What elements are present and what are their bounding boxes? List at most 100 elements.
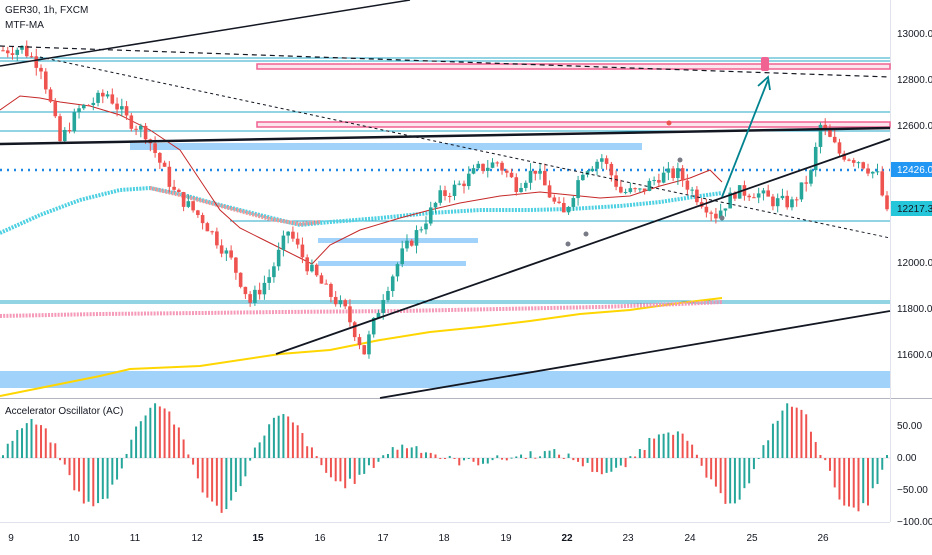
osc-bar	[21, 428, 24, 458]
price-tick-label: 12000.00	[897, 258, 932, 269]
candle-body	[295, 238, 300, 245]
candle-body	[29, 56, 34, 58]
candle-body	[20, 45, 24, 50]
osc-bar	[372, 458, 375, 468]
candle-body	[91, 102, 96, 106]
candle-body	[761, 190, 766, 194]
trendline-top	[0, 0, 411, 67]
osc-bar	[163, 408, 166, 458]
osc-bar	[11, 440, 14, 458]
candle-body	[428, 207, 433, 224]
candle-body	[728, 192, 732, 209]
osc-bar	[681, 433, 684, 458]
osc-bar	[116, 458, 119, 480]
osc-bar	[258, 442, 261, 458]
candle-body	[576, 180, 580, 199]
candle-body	[804, 182, 809, 184]
candle-body	[424, 223, 428, 230]
candle-body	[870, 171, 875, 174]
osc-bar	[68, 458, 71, 476]
osc-bar	[672, 434, 675, 458]
candle-body	[115, 103, 119, 110]
candle-body	[386, 291, 390, 300]
candle-body	[181, 192, 186, 207]
osc-bar	[391, 447, 394, 458]
candle-body	[77, 108, 81, 113]
osc-bar	[291, 422, 294, 458]
candle-body	[661, 172, 666, 183]
time-tick-label: 18	[438, 533, 450, 544]
candle-body	[124, 106, 129, 116]
candle-body	[504, 170, 509, 173]
candle-body	[861, 162, 866, 169]
osc-bar	[691, 444, 694, 458]
osc-bar	[824, 458, 827, 461]
candle-body	[466, 173, 471, 187]
candle-body	[562, 202, 566, 213]
osc-bar	[130, 439, 133, 458]
osc-bar	[367, 458, 370, 466]
osc-bar	[111, 458, 114, 485]
osc-bar	[401, 444, 404, 458]
candle-body	[143, 125, 148, 140]
candle-body	[257, 289, 262, 295]
candle-body	[390, 276, 395, 292]
osc-bar	[714, 458, 717, 487]
candle-body	[414, 230, 419, 246]
time-tick-label: 23	[622, 533, 634, 544]
candle-body	[248, 294, 252, 303]
osc-bar	[325, 458, 328, 473]
fractal-marker	[583, 231, 589, 237]
osc-bar	[234, 458, 237, 492]
osc-bar	[35, 424, 38, 458]
osc-bar	[97, 458, 100, 504]
candle-body	[832, 136, 837, 143]
price-tick-label: 12600.00	[897, 121, 932, 132]
osc-bar	[738, 458, 741, 500]
mtf-ma-legend: MTF-MA	[5, 20, 44, 31]
osc-bar	[192, 458, 195, 465]
osc-tick-label: 0.00	[897, 453, 917, 464]
projection-arrow-head	[757, 75, 771, 91]
osc-bar	[59, 458, 62, 461]
osc-bar	[353, 458, 356, 484]
candle-body	[590, 168, 595, 172]
osc-bar	[876, 458, 879, 485]
osc-bar	[486, 458, 489, 464]
candle-body	[1, 50, 5, 52]
osc-bar	[253, 447, 256, 458]
candle-body	[101, 92, 105, 97]
osc-bar	[420, 452, 423, 458]
candle-body	[43, 71, 48, 90]
osc-bar	[101, 458, 104, 500]
osc-bar	[857, 458, 860, 512]
osc-bar	[87, 458, 90, 502]
price-tick-label: 13000.00	[897, 29, 932, 40]
candle-body	[490, 162, 495, 168]
osc-bar	[596, 458, 599, 473]
candle-body	[105, 94, 110, 97]
time-tick-label: 11	[130, 533, 141, 544]
osc-bar	[600, 458, 603, 475]
candle-body	[780, 195, 785, 199]
osc-bar	[334, 458, 337, 482]
osc-bar	[586, 458, 589, 463]
candle-body	[409, 240, 414, 246]
candle-body	[756, 193, 761, 198]
osc-bar	[78, 458, 81, 492]
osc-bar	[382, 455, 385, 458]
osc-bar	[729, 458, 732, 504]
osc-bar	[710, 458, 713, 480]
candle-body	[547, 185, 552, 198]
candle-body	[771, 196, 775, 207]
candle-body	[714, 213, 718, 219]
osc-bar	[638, 449, 641, 458]
osc-bar	[657, 434, 660, 458]
osc-bar	[482, 458, 485, 464]
osc-bar	[158, 406, 161, 458]
osc-bar	[106, 458, 109, 499]
osc-bar	[329, 458, 332, 478]
osc-bar	[496, 455, 499, 458]
